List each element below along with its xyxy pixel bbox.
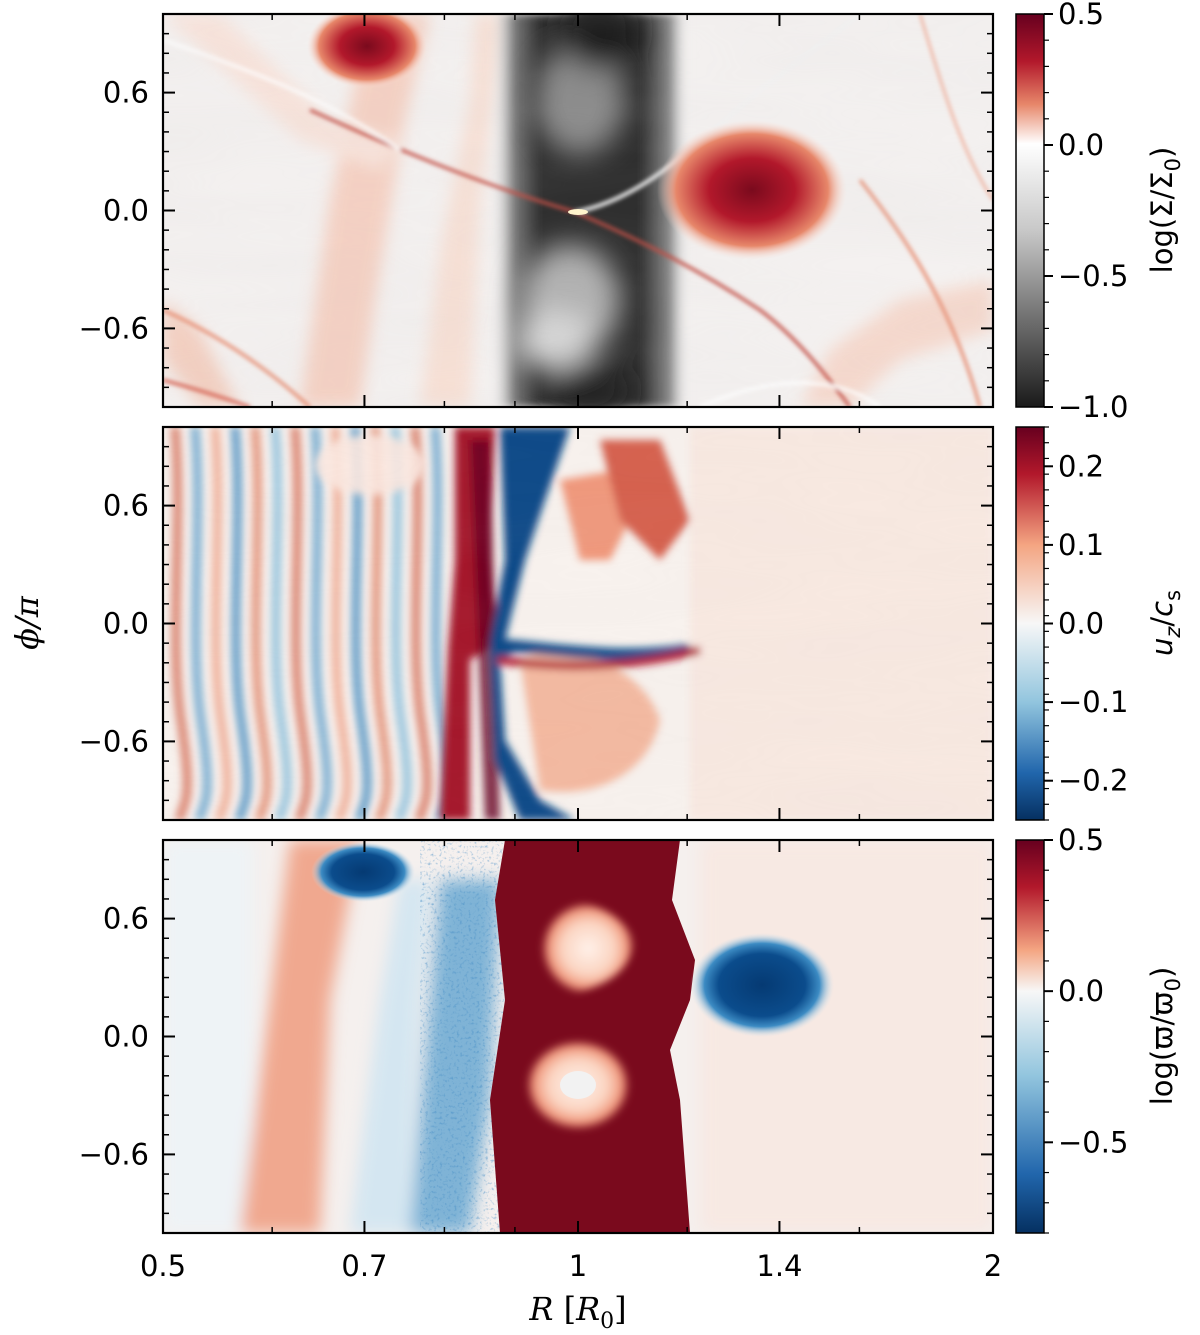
heatmap-vertical-velocity	[163, 427, 993, 820]
colorbar-vertical-velocity: 0.2 0.1 0.0 −0.1 −0.2 uz/cs	[1015, 426, 1185, 821]
colorbar-tick-label: 0.0	[1058, 974, 1104, 1008]
heatmap-vortensity	[163, 840, 993, 1233]
y-axis-label: ϕ/π	[8, 595, 46, 650]
colorbar-tick-label: 0.1	[1058, 528, 1104, 562]
x-tick-labels: 0.5 0.7 1 1.4 2	[140, 1249, 1002, 1283]
colorbar-tick-label: 0.0	[1058, 128, 1104, 162]
panel-vertical-velocity: 0.6 0.0 −0.6	[79, 425, 995, 822]
colorbar-tick-label: 0.5	[1058, 823, 1104, 857]
colorbar-label-vortensity: log(ϖ/ϖ0)	[1145, 967, 1185, 1106]
heatmap-surface-density	[163, 14, 993, 407]
y-tick-label: −0.6	[79, 311, 149, 345]
colorbar-tick-label: −0.5	[1058, 1125, 1128, 1159]
colorbar-vortensity: 0.5 0.0 −0.5 log(ϖ/ϖ0)	[1015, 823, 1185, 1234]
x-tick-label: 0.7	[341, 1249, 387, 1283]
colorbar-tick-label: −0.5	[1058, 259, 1128, 293]
y-tick-label: 0.6	[103, 902, 149, 936]
panel-1-ticks: 0.6 0.0 −0.6	[79, 14, 994, 407]
y-tick-label: 0.6	[103, 76, 149, 110]
y-tick-label: 0.6	[103, 489, 149, 523]
colorbar-tick-label: −0.2	[1058, 764, 1128, 798]
y-tick-label: 0.0	[103, 194, 149, 228]
x-tick-label: 2	[984, 1249, 1002, 1283]
vortex-high-density-inner	[307, 14, 427, 88]
panel-surface-density: 0.6 0.0 −0.6	[79, 12, 995, 409]
colorbar-tick-label: 0.5	[1058, 0, 1104, 31]
colorbar-tick-label: −1.0	[1058, 390, 1128, 424]
y-tick-label: 0.0	[103, 1020, 149, 1054]
panel-2-ticks: 0.6 0.0 −0.6	[79, 427, 994, 820]
panel-3-ticks: 0.6 0.0 −0.6	[79, 840, 994, 1233]
colorbar-surface-density: 0.5 0.0 −0.5 −1.0 log(Σ/Σ0)	[1015, 0, 1185, 424]
colorbar-label-vertical-velocity: uz/cs	[1145, 590, 1185, 656]
vortex-low-vortensity-outer	[690, 933, 834, 1037]
colorbar-tick-label: 0.0	[1058, 607, 1104, 641]
y-tick-label: −0.6	[79, 724, 149, 758]
y-tick-label: 0.0	[103, 607, 149, 641]
panel-vortensity: 0.6 0.0 −0.6	[79, 838, 995, 1235]
x-tick-label: 0.5	[140, 1249, 186, 1283]
x-axis-label: R [R0]	[528, 1290, 626, 1334]
vortex-high-density-outer	[657, 120, 847, 260]
vortex-low-vortensity-inner	[311, 842, 415, 902]
colorbar-label-surface-density: log(Σ/Σ0)	[1145, 147, 1185, 274]
colorbar-tick-label: −0.1	[1058, 685, 1128, 719]
colorbar-tick-label: 0.2	[1058, 449, 1104, 483]
x-tick-label: 1.4	[756, 1249, 802, 1283]
y-tick-label: −0.6	[79, 1137, 149, 1171]
x-tick-label: 1	[569, 1249, 587, 1283]
